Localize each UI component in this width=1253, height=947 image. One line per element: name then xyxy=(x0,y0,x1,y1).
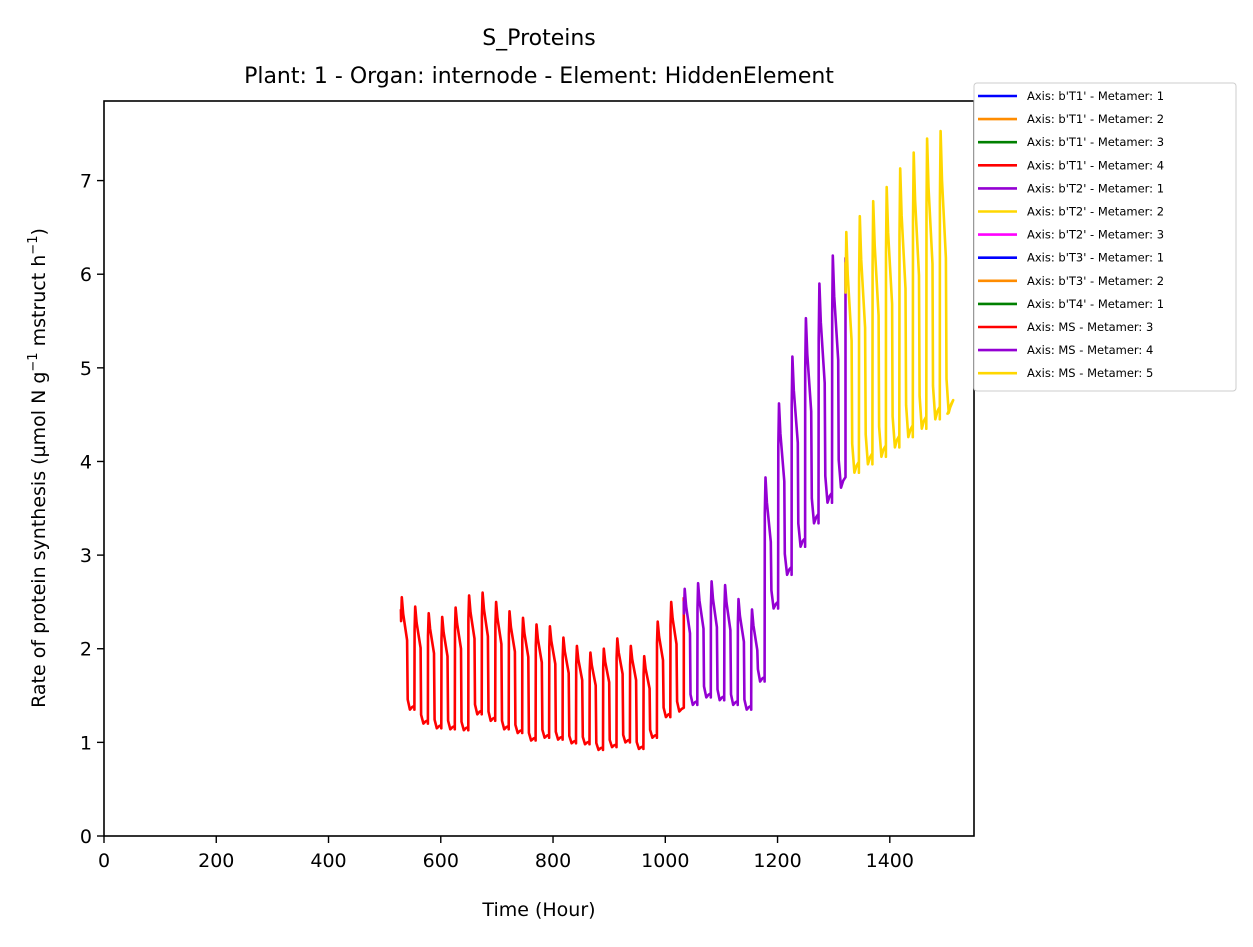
x-tick-label: 800 xyxy=(535,850,571,872)
x-tick-label: 1000 xyxy=(641,850,689,872)
plot-frame xyxy=(103,100,975,837)
legend-label: Axis: MS - Metamer: 4 xyxy=(1027,343,1153,357)
y-tick-label: 7 xyxy=(80,171,92,193)
legend-label: Axis: b'T3' - Metamer: 1 xyxy=(1027,251,1164,265)
y-tick-label: 3 xyxy=(80,545,92,567)
legend-label: Axis: b'T1' - Metamer: 1 xyxy=(1027,89,1164,103)
y-tick-label: 6 xyxy=(80,264,92,286)
x-axis-ticks: 0 200 400 600 800 1000 1200 1400 xyxy=(98,836,914,872)
y-tick-label: 5 xyxy=(80,358,92,380)
series-line-2 xyxy=(844,129,955,474)
y-tick-label: 0 xyxy=(80,826,92,848)
series-line-0 xyxy=(399,591,686,752)
legend-label: Axis: b'T2' - Metamer: 2 xyxy=(1027,205,1164,219)
legend-label: Axis: b'T4' - Metamer: 1 xyxy=(1027,297,1164,311)
legend-label: Axis: b'T1' - Metamer: 3 xyxy=(1027,135,1164,149)
y-axis-label-end: ) xyxy=(28,228,50,235)
y-axis-label-sup2: −1 xyxy=(26,236,41,255)
legend-label: Axis: MS - Metamer: 5 xyxy=(1027,366,1153,380)
x-tick-label: 1200 xyxy=(753,850,801,872)
y-tick-label: 2 xyxy=(80,639,92,661)
x-tick-label: 0 xyxy=(98,850,110,872)
legend-label: Axis: b'T1' - Metamer: 4 xyxy=(1027,158,1164,172)
x-tick-label: 1400 xyxy=(866,850,914,872)
y-axis-label-mid: mstruct h xyxy=(28,255,50,353)
legend-label: Axis: MS - Metamer: 3 xyxy=(1027,320,1153,334)
y-axis-label-main: Rate of protein synthesis (µmol N g xyxy=(28,372,50,708)
legend-label: Axis: b'T2' - Metamer: 1 xyxy=(1027,181,1164,195)
y-tick-label: 4 xyxy=(80,451,92,473)
legend-label: Axis: b'T1' - Metamer: 2 xyxy=(1027,112,1164,126)
x-tick-label: 200 xyxy=(198,850,234,872)
legend-box xyxy=(973,82,1237,392)
legend: Axis: b'T1' - Metamer: 1 Axis: b'T1' - Me… xyxy=(973,82,1237,392)
chart-subtitle: Plant: 1 - Organ: internode - Element: H… xyxy=(244,64,834,89)
legend-label: Axis: b'T3' - Metamer: 2 xyxy=(1027,274,1164,288)
series-line-1 xyxy=(682,254,847,711)
y-axis-label-sup1: −1 xyxy=(26,352,41,371)
x-axis-label: Time (Hour) xyxy=(481,899,595,921)
y-axis-ticks: 0 1 2 3 4 5 6 7 xyxy=(80,171,104,848)
chart-title: S_Proteins xyxy=(482,26,596,51)
y-axis-label: Rate of protein synthesis (µmol N g−1 ms… xyxy=(26,228,50,708)
series-layer xyxy=(399,129,955,752)
legend-label: Axis: b'T2' - Metamer: 3 xyxy=(1027,228,1164,242)
x-tick-label: 600 xyxy=(423,850,459,872)
y-tick-label: 1 xyxy=(80,732,92,754)
x-tick-label: 400 xyxy=(310,850,346,872)
